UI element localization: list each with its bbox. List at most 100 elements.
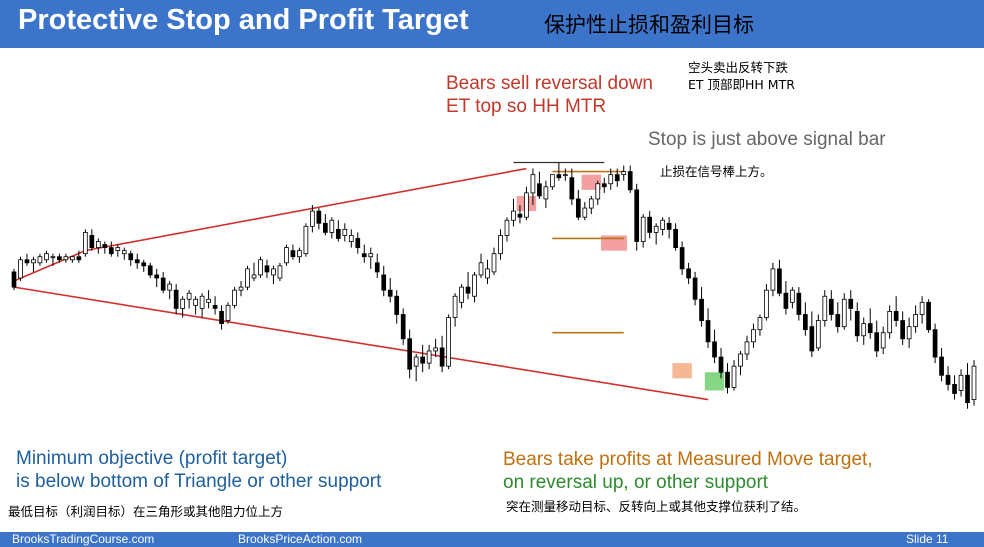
bear-candle [699, 298, 704, 321]
bear-candle [439, 347, 445, 367]
bear-candle [686, 268, 691, 279]
bear-candle [387, 289, 393, 297]
bear-candle [614, 174, 620, 182]
annotation-bears-sell-line2: ET top so HH MTR [446, 96, 607, 117]
bear-candle [893, 311, 899, 321]
bull-candle [446, 317, 451, 367]
bear-candle [465, 286, 471, 294]
bear-candle [400, 314, 406, 340]
bull-candle [524, 192, 529, 218]
bull-candle [297, 250, 302, 258]
bull-candle [348, 235, 354, 242]
bull-candle [251, 274, 257, 279]
bear-candle [556, 174, 562, 179]
bull-candle [621, 171, 627, 176]
bull-candle [530, 174, 536, 194]
bull-candle [426, 350, 432, 364]
annotation-chinese-top: 空头卖出反转下跌 ET 顶部即HH MTR [688, 59, 795, 93]
bull-candle [186, 292, 192, 300]
bear-candle [11, 271, 17, 288]
bull-candle [329, 219, 335, 233]
bear-candle [725, 371, 730, 388]
bull-candle [595, 183, 601, 200]
bull-candle [413, 356, 419, 367]
bear-candle [219, 311, 224, 325]
bear-candle [796, 292, 802, 315]
bull-candle [472, 274, 477, 297]
bear-candle [290, 250, 296, 258]
bull-candle [841, 298, 847, 328]
bear-candle [854, 311, 860, 337]
bull-candle [433, 347, 438, 352]
bull-candle [238, 286, 244, 291]
bull-candle [232, 289, 237, 306]
bull-candle [815, 320, 821, 349]
bear-candle [647, 216, 653, 233]
annotation-bears-profit-line2: on reversal up, or other support [503, 472, 769, 493]
annotation-chinese-top-line1: 空头卖出反转下跌 [688, 60, 789, 75]
bull-candle [271, 268, 276, 276]
bear-candle [374, 262, 380, 273]
bull-candle [608, 174, 614, 185]
bull-candle [199, 295, 205, 309]
bear-candle [420, 356, 425, 364]
bull-candle [731, 365, 737, 388]
bull-candle [738, 353, 743, 367]
bull-candle [498, 235, 503, 255]
bear-candle [57, 256, 62, 261]
annotation-bears-sell-line1: Bears sell reversal down [446, 73, 653, 94]
bear-candle [932, 329, 938, 358]
bear-candle [24, 259, 30, 264]
bull-candle [504, 219, 510, 236]
bear-candle [160, 277, 166, 291]
bull-candle [478, 262, 484, 276]
bear-candle [141, 262, 147, 267]
slide-number: Slide 11 [906, 532, 949, 546]
annotation-minimum-objective: Minimum objective (profit target) is bel… [16, 447, 381, 493]
bear-candle [712, 341, 717, 358]
bull-candle [653, 225, 659, 233]
bear-candle [134, 259, 140, 264]
measured-move-target-highlight [672, 363, 692, 379]
bear-candle [679, 247, 685, 270]
bull-candle [958, 374, 964, 391]
bull-candle [310, 210, 315, 227]
candlestick-bars [11, 162, 977, 409]
bull-candle [550, 174, 555, 188]
bull-candle [452, 295, 458, 318]
bear-candle [965, 374, 970, 404]
bull-candle [822, 295, 828, 321]
bull-candle [919, 301, 925, 315]
bull-candle [206, 298, 211, 303]
bear-candle [634, 189, 640, 242]
bear-candle [673, 228, 678, 249]
bear-candle [926, 301, 931, 331]
annotation-chinese-top-line2: ET 顶部即HH MTR [688, 77, 795, 92]
bear-candle [952, 383, 957, 394]
bull-candle [167, 283, 173, 291]
bull-candle [31, 259, 36, 264]
bull-candle [582, 207, 588, 218]
bear-candle [264, 265, 270, 273]
bull-candle [277, 265, 283, 279]
slide-title: Protective Stop and Profit Target [18, 4, 469, 36]
bear-candle [323, 222, 328, 233]
bear-candle [601, 183, 607, 188]
bear-candle [128, 253, 134, 261]
bull-candle [660, 219, 665, 230]
annotation-chinese-stop: 止损在信号棒上方。 [660, 164, 773, 179]
footer-website-2[interactable]: BrooksPriceAction.com [238, 532, 363, 546]
bull-candle [770, 268, 776, 291]
bull-candle [588, 198, 594, 209]
annotation-bears-profit-line1: Bears take profits at Measured Move targ… [503, 449, 873, 470]
footer-website-1[interactable]: BrooksTradingCourse.com [12, 532, 155, 546]
bull-candle [115, 247, 121, 252]
bull-candle [95, 241, 101, 249]
bear-candle [381, 274, 387, 291]
bear-candle [154, 274, 160, 279]
bull-candle [70, 256, 75, 261]
bull-candle [121, 250, 127, 255]
bull-candle [861, 323, 867, 337]
slide-title-chinese: 保护性止损和盈利目标 [544, 13, 754, 37]
footer-bar: BrooksTradingCourse.com BrooksPriceActio… [0, 532, 984, 547]
